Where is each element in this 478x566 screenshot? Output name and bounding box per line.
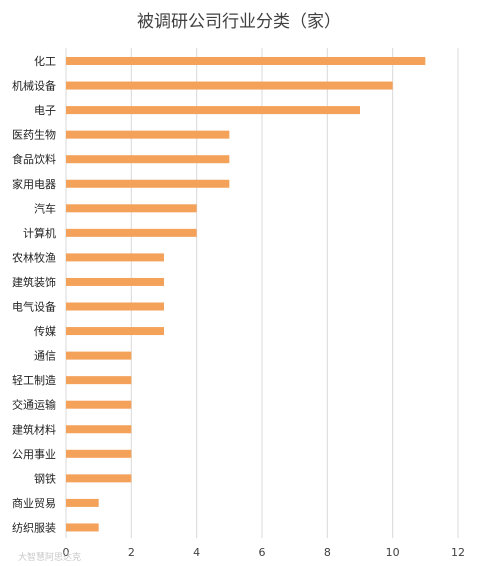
x-tick-label: 8 [324, 546, 331, 559]
category-label: 纺织服装 [12, 520, 56, 534]
category-label: 食品饮料 [12, 152, 56, 166]
bar [66, 351, 132, 360]
bar [66, 327, 164, 336]
category-labels: 化工机械设备电子医药生物食品饮料家用电器汽车计算机农林牧渔建筑装饰电气设备传媒通… [12, 54, 56, 534]
x-tick-label: 0 [63, 546, 70, 559]
category-label: 建筑材料 [12, 422, 56, 436]
bar [66, 277, 164, 286]
bar [66, 179, 230, 188]
category-label: 公用事业 [12, 448, 56, 461]
chart-title: 被调研公司行业分类（家） [137, 12, 341, 32]
category-label: 电子 [34, 104, 56, 117]
category-label: 农林牧渔 [12, 250, 56, 264]
watermark: 大智慧阿思达克 [18, 551, 81, 563]
category-label: 商业贸易 [12, 496, 56, 510]
bar [66, 81, 393, 90]
category-label: 轻工制造 [12, 373, 56, 387]
bar [66, 106, 360, 115]
bar [66, 498, 99, 507]
category-label: 钢铁 [34, 472, 56, 485]
category-label: 建筑装饰 [12, 275, 56, 289]
x-axis-tick-labels: 0 2 4 6 8 10 12 [63, 546, 466, 559]
bar [66, 474, 132, 483]
bar [66, 376, 132, 385]
bar [66, 425, 132, 434]
category-label: 汽车 [34, 201, 56, 215]
category-label: 交通运输 [12, 398, 56, 412]
bar [66, 449, 132, 458]
bar [66, 204, 197, 213]
bar [66, 253, 164, 262]
bar [66, 400, 132, 409]
category-label: 计算机 [23, 226, 56, 240]
x-tick-label: 6 [259, 546, 266, 559]
category-label: 传媒 [34, 325, 56, 338]
bar [66, 228, 197, 237]
category-label: 医药生物 [12, 128, 56, 142]
x-tick-label: 12 [451, 546, 465, 559]
category-label: 通信 [34, 350, 56, 363]
bar [66, 302, 164, 311]
category-label: 化工 [34, 54, 56, 68]
x-tick-label: 2 [128, 546, 135, 559]
bars [66, 57, 426, 532]
bar [66, 130, 230, 139]
gridlines [65, 48, 459, 538]
bar [66, 523, 99, 532]
x-tick-label: 4 [193, 546, 200, 559]
x-tick-label: 10 [386, 546, 400, 559]
bar [66, 57, 426, 65]
category-label: 家用电器 [12, 177, 56, 191]
bar [66, 155, 230, 164]
category-label: 电气设备 [12, 300, 56, 314]
category-label: 机械设备 [12, 79, 56, 93]
